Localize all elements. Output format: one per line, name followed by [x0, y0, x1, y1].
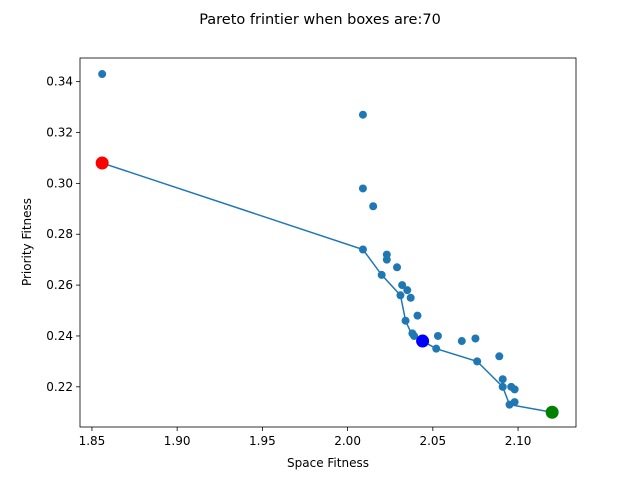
- x-tick-label: 2.00: [334, 434, 361, 448]
- axes-frame: [79, 57, 577, 428]
- y-tick-label: 0.30: [46, 176, 73, 190]
- scatter-point: [498, 382, 507, 391]
- scatter-point: [358, 184, 367, 193]
- x-tick-label: 1.90: [164, 434, 191, 448]
- scatter-point: [406, 293, 415, 302]
- x-tick-label: 1.85: [79, 434, 106, 448]
- scatter-point: [505, 400, 514, 409]
- y-tick-label: 0.28: [46, 227, 73, 241]
- scatter-point: [457, 337, 466, 346]
- x-tick-label: 2.10: [505, 434, 532, 448]
- scatter-point: [473, 357, 482, 366]
- x-tick-label: 2.05: [419, 434, 446, 448]
- scatter-point: [369, 202, 378, 211]
- scatter-point: [358, 245, 367, 254]
- scatter-point: [358, 110, 367, 119]
- plot-area: [79, 57, 577, 428]
- scatter-point: [432, 344, 441, 353]
- scatter-point: [401, 316, 410, 325]
- scatter-point: [393, 263, 402, 272]
- chart-title: Pareto frintier when boxes are:70: [199, 12, 441, 28]
- scatter-point: [433, 331, 442, 340]
- scatter-point: [498, 375, 507, 384]
- y-tick-label: 0.32: [46, 126, 73, 140]
- scatter-point: [403, 286, 412, 295]
- scatter-point: [495, 352, 504, 361]
- scatter-point: [413, 311, 422, 320]
- scatter-point: [382, 255, 391, 264]
- scatter-point: [377, 270, 386, 279]
- scatter-point: [98, 70, 107, 79]
- y-tick-label: 0.24: [46, 329, 73, 343]
- scatter-point: [396, 291, 405, 300]
- highlight-point-end: [545, 405, 559, 419]
- highlight-point-middle: [416, 334, 430, 348]
- y-tick-label: 0.26: [46, 278, 73, 292]
- highlight-point-start: [95, 156, 109, 170]
- scatter-point: [410, 331, 419, 340]
- scatter-point: [471, 334, 480, 343]
- scatter-point: [398, 281, 407, 290]
- y-axis-ticks: 0.22 0.24 0.26 0.28 0.30 0.32 0.34: [46, 75, 80, 394]
- pareto-frontier-line: [101, 162, 553, 413]
- x-axis-ticks: 1.85 1.90 1.95 2.00 2.05 2.10: [79, 427, 532, 448]
- y-tick-label: 0.34: [46, 75, 73, 89]
- scatter-point: [510, 385, 519, 394]
- x-tick-label: 1.95: [249, 434, 276, 448]
- x-axis-label: Space Fitness: [287, 456, 369, 470]
- y-tick-label: 0.22: [46, 380, 73, 394]
- y-axis-label: Priority Fitness: [20, 198, 34, 286]
